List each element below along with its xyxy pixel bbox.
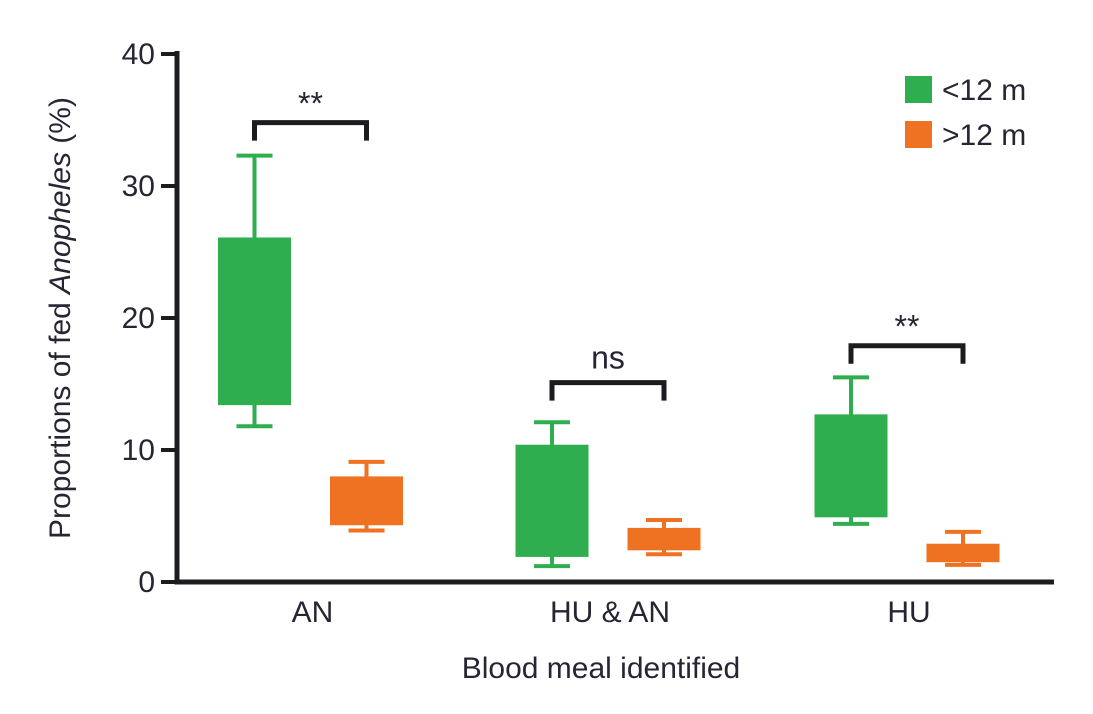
box-series1-HU & AN [627, 527, 701, 551]
significance-bracket-HU & AN [549, 380, 667, 401]
y-tick-label: 30 [122, 170, 155, 203]
x-category-label: HU [887, 596, 930, 629]
legend-label-0: <12 m [942, 74, 1026, 107]
box-series0-HU & AN [515, 444, 589, 557]
significance-label-HU & AN: ns [591, 340, 625, 376]
significance-label-HU: ** [895, 309, 920, 345]
significance-bracket-HU [848, 343, 966, 364]
box-series1-AN [330, 476, 403, 526]
legend-label-1: >12 m [942, 119, 1026, 152]
box-series1-HU [926, 543, 1000, 563]
y-tick-label: 40 [122, 38, 155, 71]
significance-label-AN: ** [298, 86, 323, 122]
x-category-label: HU & AN [550, 596, 670, 629]
x-category-label: AN [292, 596, 334, 629]
box-series0-AN [218, 237, 291, 406]
box-series0-HU [814, 414, 888, 518]
x-axis-title: Blood meal identified [462, 652, 741, 685]
legend-swatch-1 [905, 121, 932, 148]
y-tick-label: 0 [138, 566, 155, 599]
legend-swatch-0 [905, 76, 932, 103]
y-tick-label: 10 [122, 434, 155, 467]
y-axis-title: Proportions of fed Anopheles (%) [44, 97, 77, 539]
significance-bracket-AN [252, 120, 369, 141]
y-tick-label: 20 [122, 302, 155, 335]
